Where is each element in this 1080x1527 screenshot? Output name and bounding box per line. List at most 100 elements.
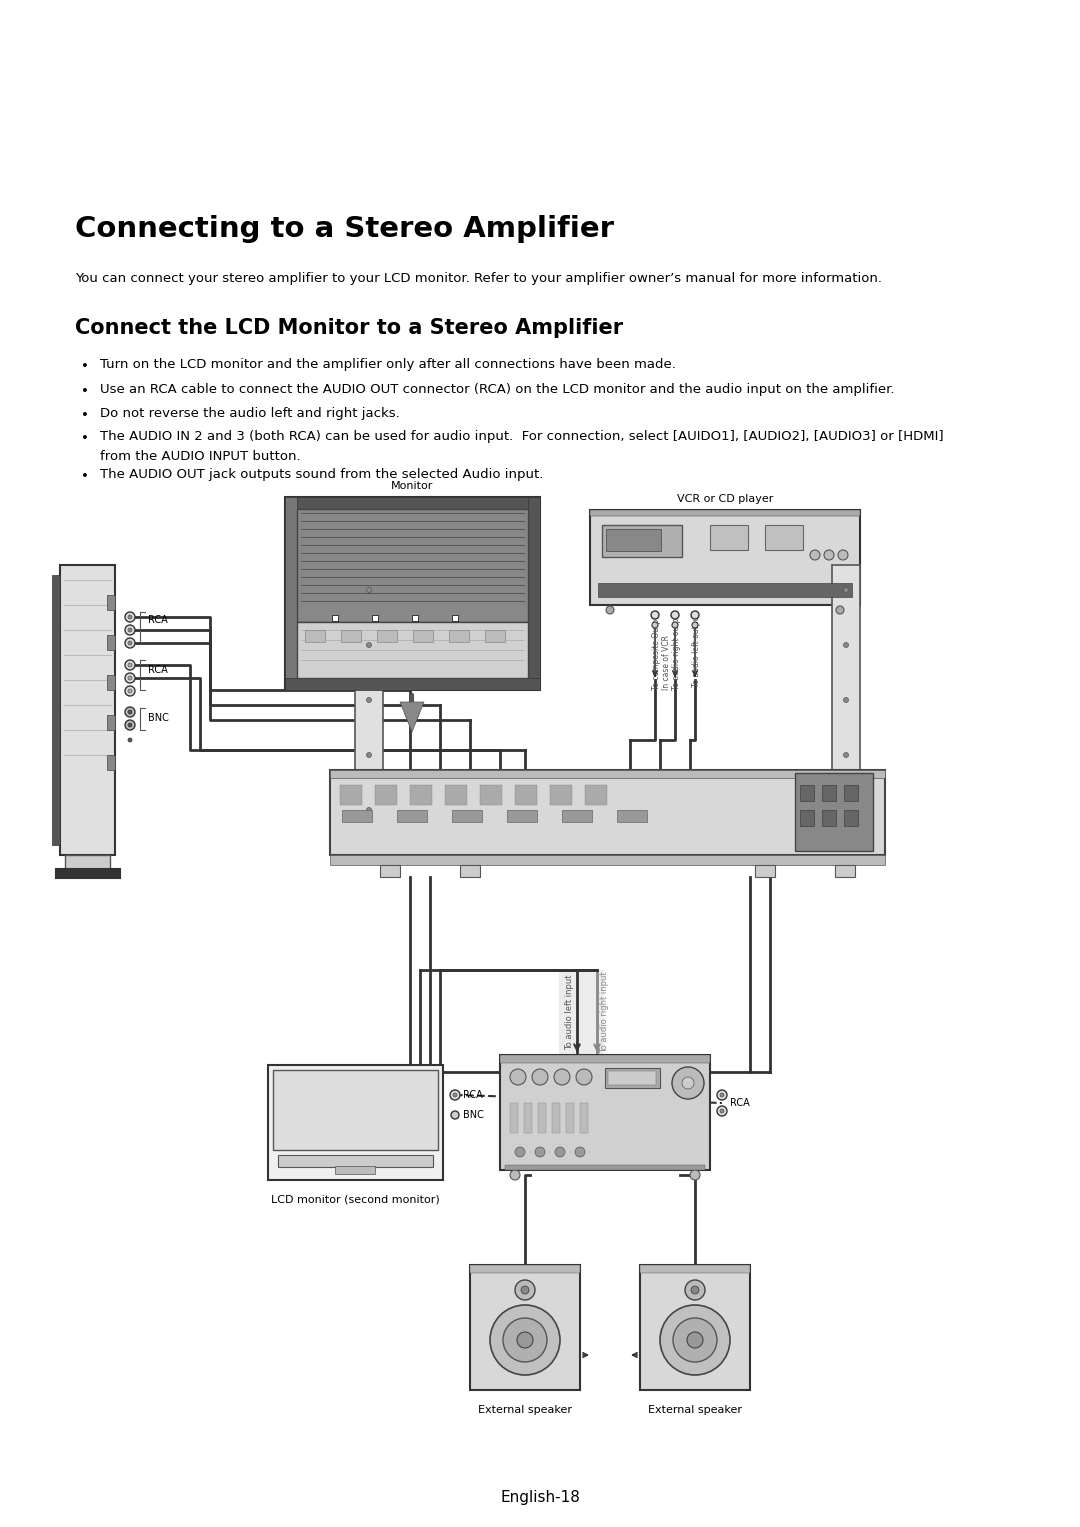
Circle shape [517, 1332, 534, 1348]
Circle shape [129, 710, 132, 715]
Text: Connect the LCD Monitor to a Stereo Amplifier: Connect the LCD Monitor to a Stereo Ampl… [75, 318, 623, 337]
Bar [107, 715, 114, 730]
Bar [413, 631, 433, 641]
Circle shape [824, 550, 834, 560]
Bar [330, 770, 885, 855]
Circle shape [129, 615, 132, 618]
Circle shape [129, 738, 132, 742]
Circle shape [125, 660, 135, 670]
Bar [372, 615, 378, 621]
Bar [107, 635, 114, 651]
Circle shape [838, 550, 848, 560]
Bar [605, 1067, 660, 1089]
Circle shape [554, 1069, 570, 1086]
Bar [640, 1264, 750, 1274]
Circle shape [515, 1147, 525, 1157]
Text: External speaker: External speaker [648, 1405, 742, 1416]
Circle shape [843, 753, 849, 757]
Bar [800, 785, 814, 802]
Bar [342, 809, 372, 822]
Circle shape [125, 625, 135, 635]
Bar [305, 631, 325, 641]
Circle shape [125, 673, 135, 683]
Bar [505, 1165, 705, 1170]
Bar [485, 631, 505, 641]
Bar [507, 809, 537, 822]
Circle shape [129, 628, 132, 632]
Bar [590, 510, 860, 516]
Bar [843, 785, 858, 802]
Text: External speaker: External speaker [478, 1405, 572, 1416]
Circle shape [606, 606, 615, 614]
Circle shape [685, 1280, 705, 1299]
Bar [377, 631, 397, 641]
Bar [107, 754, 114, 770]
Text: The AUDIO IN 2 and 3 (both RCA) can be used for audio input.  For connection, se: The AUDIO IN 2 and 3 (both RCA) can be u… [100, 431, 944, 443]
Text: Monitor: Monitor [391, 481, 433, 492]
Bar [335, 1167, 375, 1174]
Circle shape [691, 1286, 699, 1293]
Bar [460, 864, 480, 876]
Circle shape [521, 1286, 529, 1293]
Text: •: • [81, 385, 89, 399]
Circle shape [129, 641, 132, 644]
Circle shape [129, 663, 132, 667]
Circle shape [366, 588, 372, 592]
Text: RCA: RCA [148, 615, 167, 625]
Bar [330, 855, 885, 864]
Text: VCR or CD player: VCR or CD player [677, 495, 773, 504]
Text: •: • [81, 409, 89, 421]
Circle shape [672, 1067, 704, 1099]
Bar [397, 809, 427, 822]
Bar [268, 1064, 443, 1180]
Bar [822, 809, 836, 826]
Bar [453, 615, 458, 621]
Bar [297, 621, 528, 678]
Text: LCD monitor (second monitor): LCD monitor (second monitor) [271, 1196, 440, 1205]
Bar [453, 809, 482, 822]
Bar [107, 596, 114, 609]
Text: To audio left input: To audio left input [565, 974, 573, 1049]
Bar [470, 1264, 580, 1274]
Bar [445, 785, 467, 805]
Circle shape [692, 621, 698, 628]
Circle shape [671, 611, 679, 618]
Bar [480, 785, 502, 805]
Bar [800, 809, 814, 826]
Bar [332, 615, 338, 621]
Text: RCA: RCA [463, 1090, 483, 1099]
Bar [598, 583, 852, 597]
Circle shape [717, 1090, 727, 1099]
Bar [606, 528, 661, 551]
Circle shape [843, 808, 849, 812]
Bar [832, 565, 860, 860]
Bar [297, 508, 528, 621]
Bar [562, 809, 592, 822]
Circle shape [843, 588, 849, 592]
Text: BNC: BNC [463, 1110, 484, 1119]
Bar [795, 773, 873, 851]
Circle shape [690, 1170, 700, 1180]
Text: Do not reverse the audio left and right jacks.: Do not reverse the audio left and right … [100, 408, 400, 420]
Circle shape [510, 1069, 526, 1086]
Bar [285, 496, 297, 690]
Circle shape [515, 1280, 535, 1299]
Bar [552, 1102, 561, 1133]
Bar [107, 675, 114, 690]
Bar [470, 1264, 580, 1390]
Bar [765, 525, 804, 550]
Circle shape [451, 1112, 459, 1119]
Bar [52, 576, 60, 844]
Bar [524, 1102, 532, 1133]
Bar [273, 1070, 438, 1150]
Circle shape [843, 643, 849, 647]
Bar [410, 785, 432, 805]
Text: RCA: RCA [148, 664, 167, 675]
Bar [550, 785, 572, 805]
Bar [278, 1154, 433, 1167]
Circle shape [129, 722, 132, 727]
Text: •: • [81, 432, 89, 444]
Text: The AUDIO OUT jack outputs sound from the selected Audio input.: The AUDIO OUT jack outputs sound from th… [100, 467, 543, 481]
Circle shape [681, 1077, 694, 1089]
Circle shape [575, 1147, 585, 1157]
